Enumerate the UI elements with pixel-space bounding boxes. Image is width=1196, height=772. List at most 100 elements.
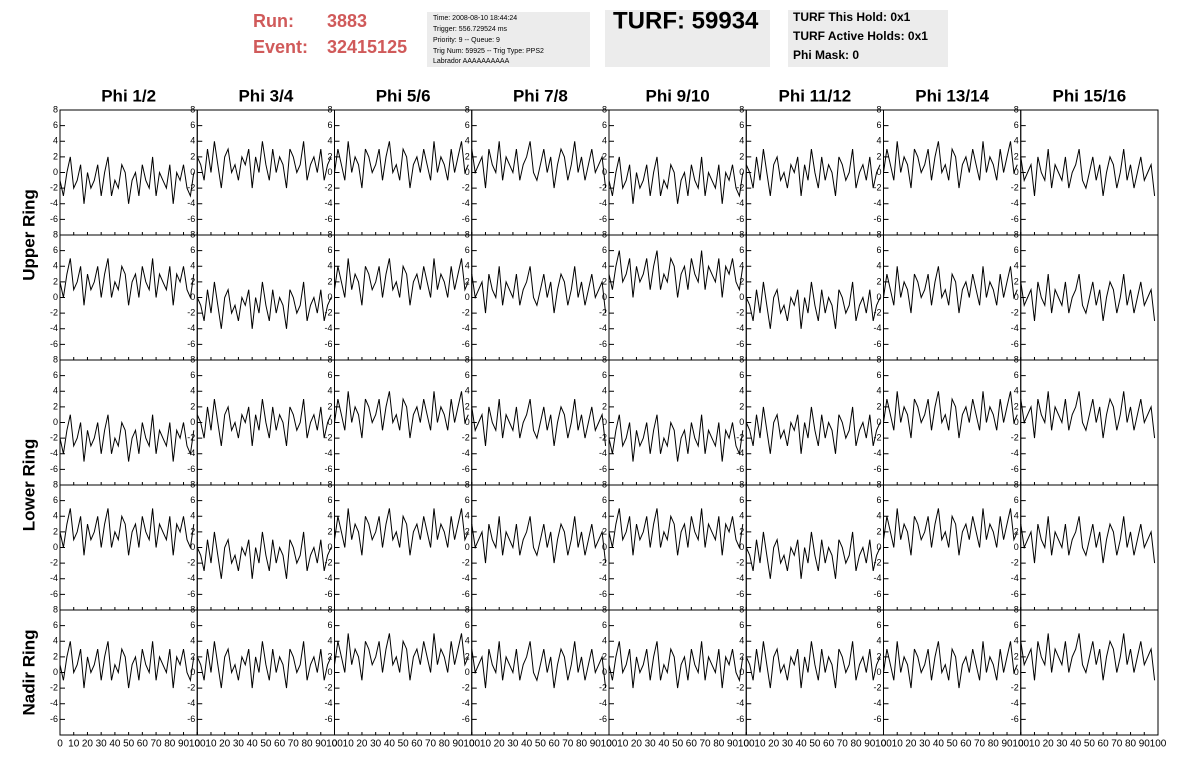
y-tick-label: -6 <box>324 214 332 224</box>
y-tick-label: -6 <box>1011 464 1019 474</box>
y-tick-label: -2 <box>462 308 470 318</box>
y-tick-label: 0 <box>1014 292 1019 302</box>
waveform <box>196 641 332 689</box>
y-tick-label: -4 <box>187 198 195 208</box>
x-tick-label: 40 <box>796 739 808 750</box>
x-tick-label: 20 <box>356 739 368 750</box>
y-tick-label: 6 <box>1014 245 1019 255</box>
panel-frame <box>471 234 610 361</box>
y-tick-label: 0 <box>465 542 470 552</box>
y-tick-label: -2 <box>324 433 332 443</box>
y-tick-label: -4 <box>873 573 881 583</box>
y-tick-label: -2 <box>599 308 607 318</box>
panel-frame <box>59 234 198 361</box>
x-tick-label: 90 <box>590 739 602 750</box>
x-tick-label: 0 <box>57 739 63 750</box>
y-tick-label: 4 <box>739 261 744 271</box>
y-tick-label: -2 <box>873 183 881 193</box>
y-tick-label: -2 <box>736 308 744 318</box>
column-title: Phi 1/2 <box>101 86 156 105</box>
event-number: 32415125 <box>327 37 407 57</box>
y-tick-label: 8 <box>53 479 58 489</box>
y-tick-label: 4 <box>602 636 607 646</box>
y-tick-label: -4 <box>1011 448 1019 458</box>
x-tick-label: 90 <box>452 739 464 750</box>
y-tick-label: 0 <box>53 167 58 177</box>
y-tick-label: -2 <box>50 183 58 193</box>
panel-frame <box>883 359 1022 486</box>
y-tick-label: 4 <box>327 136 332 146</box>
y-tick-label: -6 <box>187 714 195 724</box>
x-tick-label: 100 <box>189 739 206 750</box>
y-tick-label: 8 <box>190 354 195 364</box>
x-tick-label: 20 <box>494 739 506 750</box>
waveform <box>883 141 1018 189</box>
y-tick-label: 6 <box>1014 370 1019 380</box>
y-tick-label: -2 <box>462 683 470 693</box>
y-tick-label: 0 <box>190 167 195 177</box>
x-tick-label: 20 <box>82 739 94 750</box>
y-tick-label: 2 <box>190 651 195 661</box>
y-tick-label: 2 <box>739 526 744 536</box>
waveform <box>1020 633 1156 681</box>
x-tick-label: 80 <box>164 739 176 750</box>
y-tick-label: 8 <box>739 354 744 364</box>
y-tick-label: 2 <box>190 151 195 161</box>
y-tick-label: -4 <box>462 698 470 708</box>
x-tick-label: 20 <box>631 739 643 750</box>
x-tick-label: 80 <box>301 739 313 750</box>
y-tick-label: 8 <box>465 604 470 614</box>
y-tick-label: 4 <box>1014 511 1019 521</box>
y-tick-label: 0 <box>53 667 58 677</box>
waveform <box>334 258 469 306</box>
y-tick-label: 8 <box>465 104 470 114</box>
y-tick-label: 0 <box>876 292 881 302</box>
y-tick-label: 4 <box>53 636 58 646</box>
y-tick-label: -4 <box>50 698 58 708</box>
y-tick-label: 2 <box>53 401 58 411</box>
x-tick-label: 50 <box>398 739 410 750</box>
y-tick-label: -6 <box>599 464 607 474</box>
y-tick-label: 8 <box>190 104 195 114</box>
y-tick-label: -2 <box>873 683 881 693</box>
y-tick-label: -4 <box>736 448 744 458</box>
y-tick-label: -4 <box>324 323 332 333</box>
y-tick-label: 8 <box>53 604 58 614</box>
y-tick-label: 4 <box>327 511 332 521</box>
x-tick-label: 80 <box>576 739 588 750</box>
column-title: Phi 5/6 <box>376 86 431 105</box>
y-tick-label: 2 <box>465 651 470 661</box>
y-tick-label: -6 <box>1011 339 1019 349</box>
y-tick-label: 0 <box>465 292 470 302</box>
row-title: Upper Ring <box>19 189 38 281</box>
x-tick-label: 70 <box>837 739 849 750</box>
panel-frame <box>59 609 198 736</box>
y-tick-label: 2 <box>465 276 470 286</box>
y-tick-label: 4 <box>602 136 607 146</box>
y-tick-label: -2 <box>324 683 332 693</box>
y-tick-label: 2 <box>465 526 470 536</box>
waveform <box>59 258 195 306</box>
y-tick-label: -6 <box>187 464 195 474</box>
y-tick-label: -4 <box>599 573 607 583</box>
y-tick-label: -6 <box>1011 589 1019 599</box>
y-tick-label: 6 <box>602 370 607 380</box>
y-tick-label: -4 <box>873 323 881 333</box>
y-tick-label: 8 <box>602 354 607 364</box>
y-tick-label: -2 <box>187 433 195 443</box>
y-tick-label: 6 <box>739 120 744 130</box>
waveform <box>608 250 744 298</box>
y-tick-label: 6 <box>190 120 195 130</box>
x-tick-label: 90 <box>864 739 876 750</box>
x-tick-label: 80 <box>988 739 1000 750</box>
y-tick-label: 2 <box>602 151 607 161</box>
y-tick-label: -2 <box>599 433 607 443</box>
panel-frame <box>1020 359 1159 486</box>
y-tick-label: 8 <box>876 604 881 614</box>
y-tick-label: -6 <box>599 589 607 599</box>
y-tick-label: 8 <box>602 479 607 489</box>
y-tick-label: -4 <box>736 198 744 208</box>
y-tick-label: 6 <box>1014 495 1019 505</box>
y-tick-label: 4 <box>739 511 744 521</box>
y-tick-label: 2 <box>190 526 195 536</box>
